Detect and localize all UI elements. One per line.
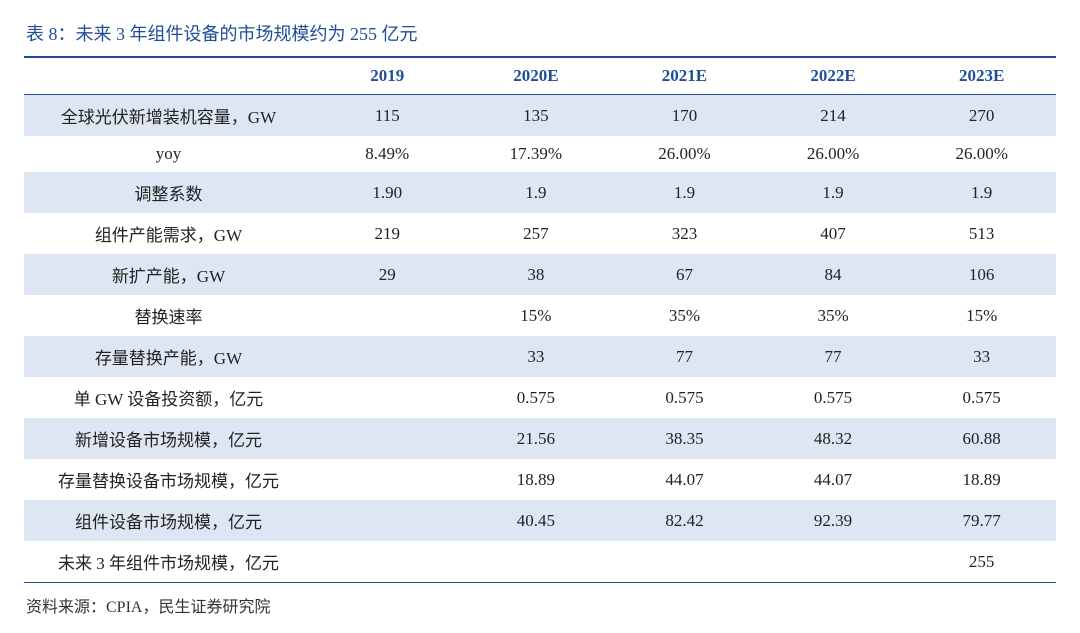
row-label: yoy (24, 136, 313, 172)
table-row: 新扩产能，GW29386784106 (24, 254, 1056, 295)
cell: 170 (610, 95, 759, 137)
cell (313, 377, 462, 418)
col-header: 2022E (759, 58, 908, 95)
col-header: 2019 (313, 58, 462, 95)
table-row: yoy8.49%17.39%26.00%26.00%26.00% (24, 136, 1056, 172)
row-label: 新增设备市场规模，亿元 (24, 418, 313, 459)
cell (313, 541, 462, 583)
cell: 67 (610, 254, 759, 295)
cell: 18.89 (907, 459, 1056, 500)
cell: 29 (313, 254, 462, 295)
cell (313, 418, 462, 459)
cell: 513 (907, 213, 1056, 254)
source-note: 资料来源：CPIA，民生证券研究院 (24, 583, 1056, 617)
cell (610, 541, 759, 583)
col-header: 2023E (907, 58, 1056, 95)
table-row: 替换速率15%35%35%15% (24, 295, 1056, 336)
row-label: 全球光伏新增装机容量，GW (24, 95, 313, 137)
table-row: 组件设备市场规模，亿元 40.4582.4292.3979.77 (24, 500, 1056, 541)
cell: 17.39% (462, 136, 611, 172)
cell: 15% (462, 295, 611, 336)
cell: 15% (907, 295, 1056, 336)
row-label: 组件设备市场规模，亿元 (24, 500, 313, 541)
table-row: 全球光伏新增装机容量，GW115135170214270 (24, 95, 1056, 137)
cell: 115 (313, 95, 462, 137)
cell: 219 (313, 213, 462, 254)
table-row: 存量替换设备市场规模，亿元18.8944.0744.0718.89 (24, 459, 1056, 500)
cell: 40.45 (462, 500, 611, 541)
cell: 8.49% (313, 136, 462, 172)
cell: 0.575 (907, 377, 1056, 418)
table-row: 新增设备市场规模，亿元 21.5638.3548.3260.88 (24, 418, 1056, 459)
cell: 135 (462, 95, 611, 137)
cell (313, 295, 462, 336)
cell: 1.9 (759, 172, 908, 213)
col-header (24, 58, 313, 95)
cell (313, 336, 462, 377)
cell (759, 541, 908, 583)
cell: 35% (610, 295, 759, 336)
row-label: 调整系数 (24, 172, 313, 213)
cell: 0.575 (462, 377, 611, 418)
table-header-row: 2019 2020E 2021E 2022E 2023E (24, 58, 1056, 95)
cell: 214 (759, 95, 908, 137)
cell: 33 (462, 336, 611, 377)
col-header: 2020E (462, 58, 611, 95)
cell: 407 (759, 213, 908, 254)
row-label: 新扩产能，GW (24, 254, 313, 295)
table-title: 表 8：未来 3 年组件设备的市场规模约为 255 亿元 (24, 16, 1056, 58)
table-row: 单 GW 设备投资额，亿元0.5750.5750.5750.575 (24, 377, 1056, 418)
cell: 84 (759, 254, 908, 295)
cell: 1.9 (610, 172, 759, 213)
table-row: 组件产能需求，GW219257323407513 (24, 213, 1056, 254)
cell: 48.32 (759, 418, 908, 459)
row-label: 组件产能需求，GW (24, 213, 313, 254)
col-header: 2021E (610, 58, 759, 95)
cell: 21.56 (462, 418, 611, 459)
cell: 1.9 (462, 172, 611, 213)
row-label: 存量替换设备市场规模，亿元 (24, 459, 313, 500)
cell: 257 (462, 213, 611, 254)
cell: 0.575 (759, 377, 908, 418)
cell: 82.42 (610, 500, 759, 541)
cell: 1.9 (907, 172, 1056, 213)
row-label: 替换速率 (24, 295, 313, 336)
cell (313, 459, 462, 500)
table-row: 未来 3 年组件市场规模，亿元 255 (24, 541, 1056, 583)
cell: 18.89 (462, 459, 611, 500)
cell: 270 (907, 95, 1056, 137)
cell: 38 (462, 254, 611, 295)
cell: 33 (907, 336, 1056, 377)
cell: 35% (759, 295, 908, 336)
cell: 60.88 (907, 418, 1056, 459)
cell: 1.90 (313, 172, 462, 213)
cell: 92.39 (759, 500, 908, 541)
cell: 77 (610, 336, 759, 377)
cell: 26.00% (610, 136, 759, 172)
cell: 44.07 (759, 459, 908, 500)
cell: 0.575 (610, 377, 759, 418)
cell: 26.00% (907, 136, 1056, 172)
cell (462, 541, 611, 583)
data-table: 2019 2020E 2021E 2022E 2023E 全球光伏新增装机容量，… (24, 58, 1056, 583)
cell: 26.00% (759, 136, 908, 172)
row-label: 存量替换产能，GW (24, 336, 313, 377)
cell: 44.07 (610, 459, 759, 500)
table-row: 调整系数1.901.91.91.91.9 (24, 172, 1056, 213)
cell: 77 (759, 336, 908, 377)
row-label: 未来 3 年组件市场规模，亿元 (24, 541, 313, 583)
row-label: 单 GW 设备投资额，亿元 (24, 377, 313, 418)
cell: 255 (907, 541, 1056, 583)
cell: 106 (907, 254, 1056, 295)
cell: 79.77 (907, 500, 1056, 541)
cell: 323 (610, 213, 759, 254)
cell: 38.35 (610, 418, 759, 459)
cell (313, 500, 462, 541)
table-row: 存量替换产能，GW33777733 (24, 336, 1056, 377)
